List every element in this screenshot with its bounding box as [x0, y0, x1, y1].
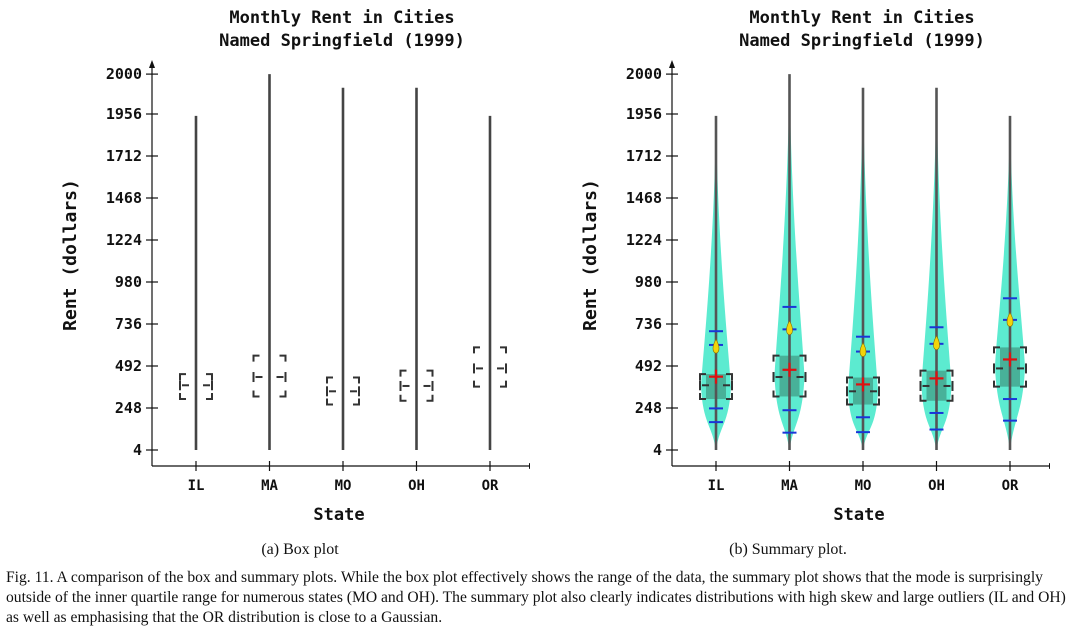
- y-axis-arrow: [149, 60, 155, 68]
- summary-plot-panel: Monthly Rent in Cities Named Springfield …: [520, 0, 1057, 530]
- y-tick-label: 1468: [106, 189, 142, 207]
- box-corner-ma: [279, 354, 287, 362]
- box-corner-or: [993, 346, 1000, 354]
- y-tick-label: 736: [635, 315, 662, 333]
- subcaption-summary-plot: (b) Summary plot.: [729, 541, 847, 558]
- y-tick-label: 980: [635, 273, 662, 291]
- y-tick-label: 1224: [626, 231, 662, 249]
- box-corner-oh: [946, 369, 954, 377]
- box-corner-il: [726, 373, 733, 381]
- y-axis-arrow: [669, 60, 675, 68]
- box-corner-ma: [279, 390, 287, 398]
- box-corner-il: [699, 393, 706, 401]
- y-tick-label: 2000: [106, 65, 142, 83]
- skew-marker-il: [712, 338, 720, 354]
- y-tick-label: 1712: [106, 147, 142, 165]
- y-tick-label: 980: [115, 273, 142, 291]
- skew-marker-oh: [933, 335, 940, 351]
- x-tick-label: OR: [482, 478, 499, 494]
- subcaption-box-plot: (a) Box plot: [261, 541, 339, 558]
- box-corner-ma: [252, 354, 260, 362]
- box-corner-ma: [772, 354, 780, 362]
- box-corner-oh: [426, 369, 434, 377]
- box-corner-il: [179, 393, 186, 401]
- x-tick-label: OR: [1002, 478, 1019, 494]
- x-tick-label: OH: [928, 478, 945, 494]
- box-plot-chart: Monthly Rent in Cities Named Springfield …: [60, 8, 537, 525]
- x-tick-label: MA: [261, 478, 278, 494]
- y-tick-label: 2000: [626, 65, 662, 83]
- y-axis-label: Rent (dollars): [60, 179, 81, 331]
- box-corner-mo: [326, 398, 333, 406]
- box-corner-mo: [353, 398, 360, 406]
- chart-title-line-1: Monthly Rent in Cities: [749, 8, 974, 28]
- y-tick-label: 4: [133, 441, 142, 459]
- y-tick-label: 1956: [106, 105, 142, 123]
- figure-caption: Fig. 11. A comparison of the box and sum…: [6, 569, 1066, 626]
- box-corner-oh: [399, 394, 407, 402]
- chart-title-line-1: Monthly Rent in Cities: [229, 8, 454, 28]
- box-corner-il: [206, 393, 213, 401]
- box-corner-il: [699, 373, 706, 381]
- skew-marker-or: [1006, 311, 1014, 327]
- x-axis-label: State: [313, 505, 364, 525]
- y-tick-label: 1224: [106, 231, 142, 249]
- y-tick-label: 4: [653, 441, 662, 459]
- box-corner-oh: [919, 394, 927, 402]
- box-corner-mo: [846, 376, 853, 384]
- box-corner-il: [726, 393, 733, 401]
- y-tick-label: 248: [635, 399, 662, 417]
- chart-title-line-2: Named Springfield (1999): [739, 31, 985, 51]
- summary-plot-chart: Monthly Rent in Cities Named Springfield …: [580, 8, 1057, 525]
- box-corner-ma: [799, 354, 807, 362]
- box-corner-mo: [353, 376, 360, 384]
- box-corner-or: [473, 380, 480, 388]
- box-corner-oh: [946, 394, 954, 402]
- y-axis-label: Rent (dollars): [580, 179, 601, 331]
- x-axis-arrow: [1049, 463, 1057, 469]
- y-tick-label: 1468: [626, 189, 662, 207]
- box-corner-mo: [873, 376, 880, 384]
- box-plot-panel: Monthly Rent in Cities Named Springfield …: [0, 0, 537, 530]
- box-corner-ma: [799, 390, 807, 398]
- box-corner-mo: [873, 398, 880, 406]
- box-corner-oh: [426, 394, 434, 402]
- y-tick-label: 1956: [626, 105, 662, 123]
- x-tick-label: MO: [855, 478, 872, 494]
- box-corner-or: [500, 346, 507, 354]
- x-tick-label: OH: [408, 478, 425, 494]
- box-corner-or: [993, 380, 1000, 388]
- box-corner-or: [500, 380, 507, 388]
- y-tick-label: 492: [635, 357, 662, 375]
- box-corner-ma: [772, 390, 780, 398]
- box-corner-ma: [252, 390, 260, 398]
- y-tick-label: 248: [115, 399, 142, 417]
- x-tick-label: MA: [781, 478, 798, 494]
- y-tick-label: 492: [115, 357, 142, 375]
- box-corner-mo: [846, 398, 853, 406]
- box-corner-il: [179, 373, 186, 381]
- x-tick-label: MO: [335, 478, 352, 494]
- box-corner-or: [473, 346, 480, 354]
- chart-title-line-2: Named Springfield (1999): [219, 31, 465, 51]
- box-corner-mo: [326, 376, 333, 384]
- y-tick-label: 1712: [626, 147, 662, 165]
- skew-marker-mo: [859, 342, 867, 358]
- skew-marker-ma: [786, 320, 793, 336]
- y-tick-label: 736: [115, 315, 142, 333]
- box-corner-oh: [399, 369, 407, 377]
- box-corner-or: [1020, 346, 1027, 354]
- box-corner-oh: [919, 369, 927, 377]
- x-tick-label: IL: [708, 478, 725, 494]
- box-corner-or: [1020, 380, 1027, 388]
- x-tick-label: IL: [188, 478, 205, 494]
- box-corner-il: [206, 373, 213, 381]
- x-axis-label: State: [833, 505, 884, 525]
